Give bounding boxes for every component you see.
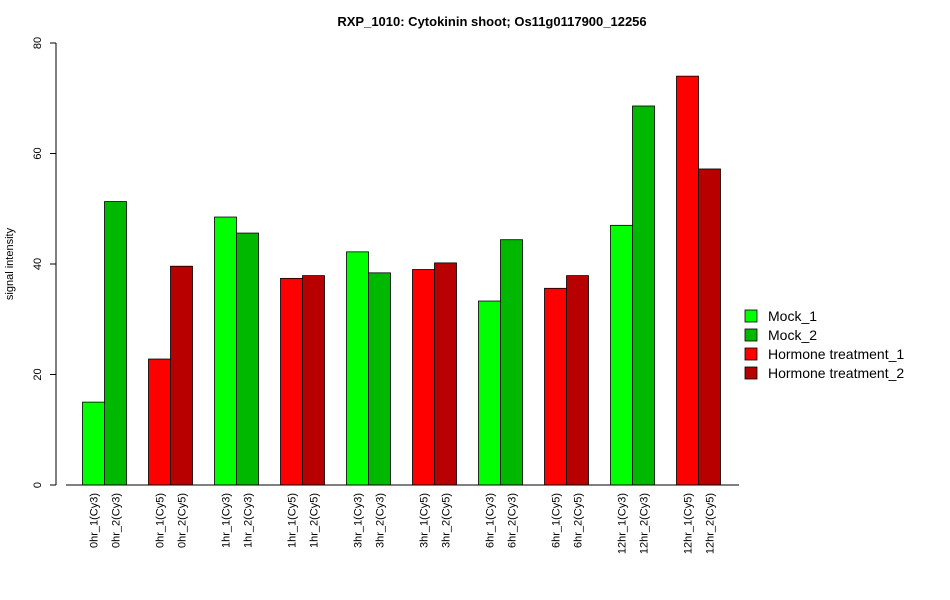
- x-tick-label: 0hr_2(Cy3): [111, 493, 123, 548]
- bar: [214, 216, 237, 486]
- x-tick-label: 6hr_1(Cy5): [551, 493, 563, 548]
- bar: [346, 251, 369, 486]
- y-tick-label: 20: [32, 368, 44, 380]
- x-tick-label: 12hr_2(Cy3): [639, 493, 651, 554]
- x-tick-label: 12hr_1(Cy5): [683, 493, 695, 554]
- bar: [500, 239, 523, 486]
- x-tick-label: 6hr_2(Cy3): [507, 493, 519, 548]
- legend: Mock_1 Mock_2 Hormone treatment_1 Hormone t…: [744, 308, 904, 381]
- legend-swatch: [744, 309, 758, 323]
- x-tick-label: 12hr_2(Cy5): [705, 493, 717, 554]
- bars: [82, 75, 721, 486]
- x-tick-label: 0hr_2(Cy5): [177, 493, 189, 548]
- y-tick-label: 40: [32, 258, 44, 270]
- x-tick-label: 6hr_2(Cy5): [573, 493, 585, 548]
- legend-swatch: [744, 347, 758, 361]
- bar: [236, 232, 259, 486]
- bar: [82, 401, 105, 486]
- y-tick-label: 0: [32, 482, 44, 488]
- x-tick-label: 3hr_2(Cy5): [441, 493, 453, 548]
- bar: [280, 277, 303, 486]
- bar: [478, 300, 501, 486]
- x-tick-label: 6hr_1(Cy3): [485, 493, 497, 548]
- x-tick-label: 0hr_1(Cy5): [155, 493, 167, 548]
- legend-label: Mock_2: [768, 327, 817, 343]
- bar: [412, 269, 435, 486]
- bar: [170, 265, 193, 486]
- bar: [698, 168, 721, 486]
- x-tick-label: 3hr_1(Cy3): [353, 493, 365, 548]
- legend-swatch: [744, 328, 758, 342]
- x-tick-labels: 0hr_1(Cy3) 0hr_2(Cy3) 0hr_1(Cy5) 0hr_2(Cy5)…: [89, 493, 717, 554]
- x-tick-label: 3hr_1(Cy5): [419, 493, 431, 548]
- bar: [148, 358, 171, 486]
- bar: [434, 262, 457, 486]
- legend-swatch: [744, 366, 758, 380]
- y-tick-label: 80: [32, 37, 44, 49]
- bar: [368, 272, 391, 486]
- x-tick-label: 1hr_1(Cy5): [287, 493, 299, 548]
- bar: [676, 75, 699, 486]
- legend-label: Hormone treatment_2: [768, 365, 904, 381]
- chart-title: RXP_1010: Cytokinin shoot; Os11g0117900_…: [337, 14, 646, 29]
- x-tick-label: 1hr_2(Cy3): [243, 493, 255, 548]
- y-axis: 0 20 40 60 80: [32, 37, 57, 488]
- x-tick-label: 0hr_1(Cy3): [89, 493, 101, 548]
- x-tick-label: 1hr_2(Cy5): [309, 493, 321, 548]
- legend-label: Mock_1: [768, 308, 817, 324]
- bar: [104, 201, 127, 486]
- y-axis-label: signal intensity: [4, 227, 16, 300]
- bar: [610, 224, 633, 486]
- bar: [302, 275, 325, 486]
- x-tick-label: 12hr_1(Cy3): [617, 493, 629, 554]
- bar: [566, 275, 589, 486]
- legend-label: Hormone treatment_1: [768, 346, 904, 362]
- bar: [632, 105, 655, 486]
- bar: [544, 287, 567, 486]
- x-tick-label: 1hr_1(Cy3): [221, 493, 233, 548]
- x-tick-label: 3hr_2(Cy3): [375, 493, 387, 548]
- y-tick-label: 60: [32, 147, 44, 159]
